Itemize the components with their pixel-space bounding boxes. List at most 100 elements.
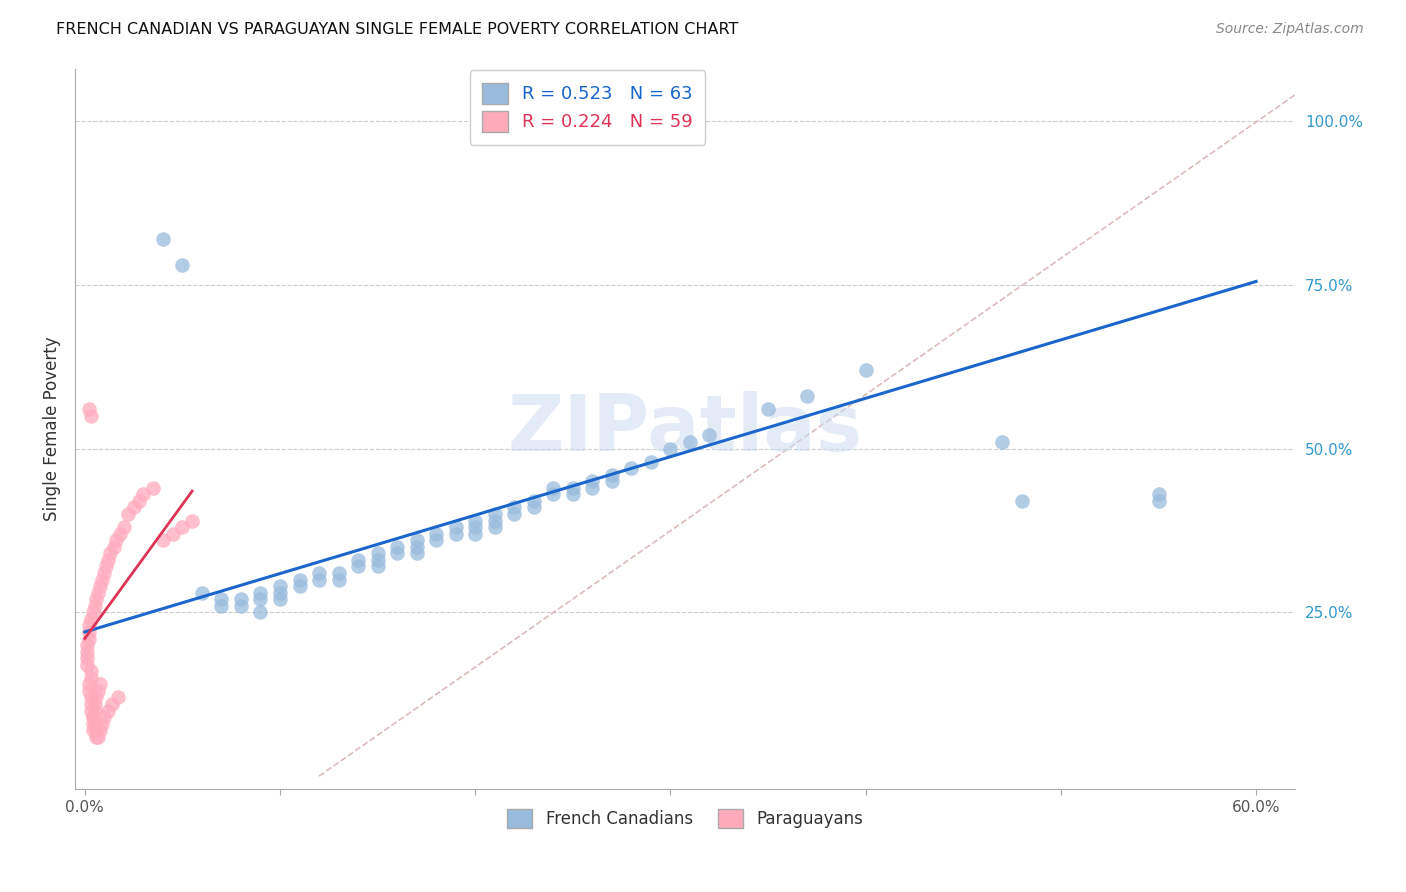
Point xyxy=(367,553,389,567)
Text: ZIPatlas: ZIPatlas xyxy=(508,391,863,467)
Point xyxy=(87,684,110,698)
Point xyxy=(82,605,104,619)
Point xyxy=(679,434,702,449)
Point xyxy=(699,428,721,442)
Point xyxy=(425,533,447,548)
Point xyxy=(484,507,506,521)
Point xyxy=(76,651,98,665)
Point xyxy=(209,599,232,613)
Point xyxy=(79,671,101,685)
Point xyxy=(86,730,108,744)
Point xyxy=(152,232,174,246)
Point xyxy=(249,605,271,619)
Point xyxy=(91,573,114,587)
Point xyxy=(367,546,389,560)
Point xyxy=(86,690,108,705)
Point xyxy=(464,520,486,534)
Point xyxy=(620,461,643,475)
Point xyxy=(86,723,108,738)
Point xyxy=(83,697,105,711)
Point xyxy=(1011,494,1033,508)
Point xyxy=(89,723,111,738)
Point xyxy=(503,507,526,521)
Point xyxy=(229,592,252,607)
Point xyxy=(82,710,104,724)
Point xyxy=(76,638,98,652)
Point xyxy=(288,579,311,593)
Point xyxy=(600,467,623,482)
Point xyxy=(86,592,108,607)
Point xyxy=(89,677,111,691)
Point xyxy=(249,592,271,607)
Point xyxy=(405,540,427,554)
Point xyxy=(269,592,291,607)
Point xyxy=(76,645,98,659)
Point xyxy=(89,579,111,593)
Point xyxy=(93,566,115,580)
Point xyxy=(142,481,165,495)
Point xyxy=(172,520,194,534)
Point xyxy=(269,585,291,599)
Point xyxy=(152,533,174,548)
Point xyxy=(347,559,370,574)
Point xyxy=(77,402,100,417)
Point xyxy=(855,363,877,377)
Point xyxy=(162,526,184,541)
Point xyxy=(659,442,682,456)
Point xyxy=(79,690,101,705)
Point xyxy=(405,546,427,560)
Point xyxy=(77,677,100,691)
Point xyxy=(98,546,121,560)
Point xyxy=(191,585,214,599)
Point xyxy=(523,500,546,515)
Point xyxy=(385,546,408,560)
Point xyxy=(561,481,583,495)
Point xyxy=(77,624,100,639)
Point xyxy=(82,716,104,731)
Point xyxy=(484,520,506,534)
Point xyxy=(1147,494,1170,508)
Point xyxy=(87,585,110,599)
Point xyxy=(101,697,124,711)
Point xyxy=(105,533,128,548)
Point xyxy=(308,566,330,580)
Point xyxy=(83,704,105,718)
Point xyxy=(991,434,1014,449)
Point xyxy=(328,566,350,580)
Point xyxy=(367,559,389,574)
Point xyxy=(385,540,408,554)
Point xyxy=(112,520,135,534)
Point xyxy=(484,514,506,528)
Point xyxy=(600,475,623,489)
Point xyxy=(96,559,118,574)
Point xyxy=(523,494,546,508)
Point xyxy=(444,520,467,534)
Point xyxy=(405,533,427,548)
Point xyxy=(172,258,194,272)
Point xyxy=(464,526,486,541)
Point xyxy=(79,409,101,423)
Point xyxy=(425,526,447,541)
Point xyxy=(132,487,155,501)
Point xyxy=(117,507,139,521)
Point xyxy=(93,710,115,724)
Y-axis label: Single Female Poverty: Single Female Poverty xyxy=(44,336,60,521)
Point xyxy=(464,514,486,528)
Point xyxy=(249,585,271,599)
Point xyxy=(640,455,662,469)
Point xyxy=(581,475,603,489)
Point xyxy=(77,684,100,698)
Point xyxy=(209,592,232,607)
Point xyxy=(103,540,125,554)
Point xyxy=(229,599,252,613)
Point xyxy=(796,389,818,403)
Point xyxy=(79,697,101,711)
Point xyxy=(444,526,467,541)
Point xyxy=(288,573,311,587)
Point xyxy=(756,402,779,417)
Point xyxy=(561,487,583,501)
Point xyxy=(79,612,101,626)
Point xyxy=(581,481,603,495)
Point xyxy=(328,573,350,587)
Point xyxy=(122,500,145,515)
